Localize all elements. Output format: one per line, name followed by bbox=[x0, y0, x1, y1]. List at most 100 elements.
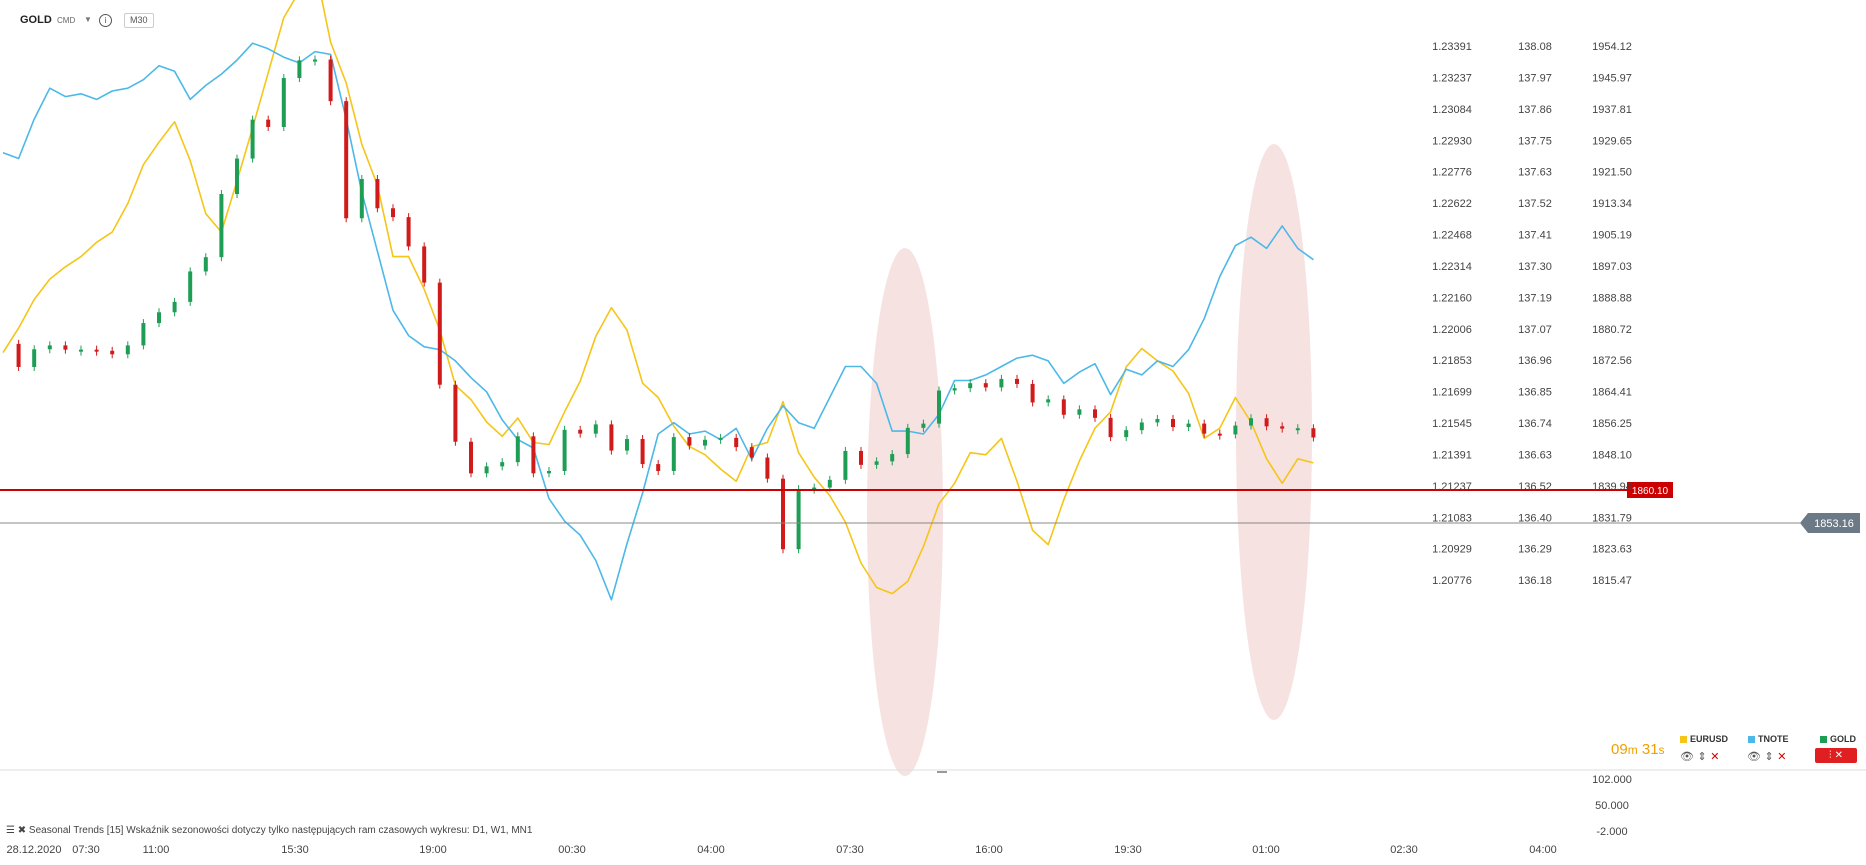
gold-candle bbox=[422, 246, 427, 283]
gold-candle bbox=[547, 471, 551, 474]
y-tick-label: 136.85 bbox=[1518, 387, 1552, 399]
gold-candle bbox=[1030, 383, 1035, 403]
gold-candle bbox=[125, 345, 130, 355]
y-tick-label: 1856.25 bbox=[1592, 418, 1632, 430]
chevron-down-icon[interactable]: ▼ bbox=[84, 15, 92, 24]
gold-candle bbox=[188, 271, 193, 302]
gold-candle bbox=[859, 450, 863, 465]
close-icon[interactable]: ✕ bbox=[1777, 750, 1787, 763]
indicator-tick-label: 102.000 bbox=[1592, 774, 1632, 786]
y-tick-label: 1.21083 bbox=[1432, 512, 1472, 524]
horizontal-level-tag[interactable]: 1860.10 bbox=[1627, 482, 1673, 498]
legend-tnote[interactable]: TNOTE bbox=[1748, 734, 1789, 744]
gold-candle bbox=[1202, 423, 1207, 434]
eurusd-axis: 1.23391 1.23237 1.23084 1.22930 1.22776 1.226… bbox=[1432, 41, 1472, 587]
up-down-icon[interactable]: ⇕ bbox=[1697, 750, 1707, 763]
x-tick-label: 19:30 bbox=[1114, 844, 1142, 856]
x-tick-label: 00:30 bbox=[558, 844, 586, 856]
y-tick-label: 1954.12 bbox=[1592, 41, 1632, 53]
countdown-seconds: 31 bbox=[1641, 741, 1659, 758]
y-tick-label: 1913.34 bbox=[1592, 198, 1632, 210]
countdown-minutes: 09 bbox=[1611, 741, 1628, 758]
gold-candle bbox=[1217, 433, 1222, 436]
x-tick-label: 07:30 bbox=[836, 844, 864, 856]
gold-candle bbox=[1249, 418, 1253, 426]
gold-candle bbox=[359, 178, 364, 219]
gold-candle bbox=[656, 464, 661, 472]
gold-candle bbox=[235, 158, 239, 195]
symbol-name[interactable]: GOLD bbox=[20, 14, 52, 26]
gold-candle bbox=[905, 427, 910, 455]
y-tick-label: 136.29 bbox=[1518, 544, 1552, 556]
eye-icon[interactable]: 👁 bbox=[1680, 750, 1694, 763]
gold-candle bbox=[297, 60, 302, 79]
gold-candle bbox=[1295, 428, 1300, 431]
y-tick-label: 1864.41 bbox=[1592, 387, 1632, 399]
y-tick-label: 1.22776 bbox=[1432, 167, 1472, 179]
close-icon[interactable]: ✕ bbox=[1834, 750, 1844, 761]
y-tick-label: 137.63 bbox=[1518, 167, 1552, 179]
gold-candle bbox=[47, 345, 52, 350]
legend-gold[interactable]: GOLD bbox=[1820, 734, 1856, 744]
y-tick-label: 136.96 bbox=[1518, 355, 1552, 367]
highlight-ellipse-right bbox=[1236, 144, 1312, 720]
eye-icon[interactable]: 👁 bbox=[1747, 750, 1761, 763]
gold-candle bbox=[203, 257, 208, 272]
x-tick-label: 07:30 bbox=[72, 844, 100, 856]
legend-eurusd-label: EURUSD bbox=[1690, 734, 1729, 744]
y-tick-label: 1929.65 bbox=[1592, 135, 1632, 147]
gold-candle bbox=[344, 101, 349, 219]
y-tick-label: 1.22930 bbox=[1432, 135, 1472, 147]
x-tick-label: 02:30 bbox=[1390, 844, 1418, 856]
gold-candle bbox=[63, 345, 68, 350]
candlestick-icon[interactable]: ⫶ bbox=[1828, 750, 1832, 761]
y-tick-label: 1.20776 bbox=[1432, 575, 1472, 587]
y-tick-label: 1.22314 bbox=[1432, 261, 1472, 273]
y-tick-label: 1921.50 bbox=[1592, 167, 1632, 179]
gold-candle bbox=[827, 479, 832, 488]
close-icon[interactable]: ✕ bbox=[1710, 750, 1720, 763]
y-tick-label: 138.08 bbox=[1518, 41, 1552, 53]
x-tick-label: 01:00 bbox=[1252, 844, 1280, 856]
candle-countdown: 09m 31s bbox=[1611, 741, 1665, 758]
gold-candle bbox=[79, 349, 83, 352]
indicator-tick-label: 50.000 bbox=[1595, 800, 1629, 812]
x-tick-label: 19:00 bbox=[419, 844, 447, 856]
gold-candle bbox=[406, 217, 411, 247]
gold-controls[interactable]: ⫶ ✕ bbox=[1815, 748, 1857, 763]
timeframe-selector[interactable]: M30 bbox=[124, 13, 154, 28]
y-tick-label: 136.74 bbox=[1518, 418, 1552, 430]
series-layer bbox=[2, 0, 1316, 601]
x-tick-label: 04:00 bbox=[1529, 844, 1557, 856]
gold-candle bbox=[874, 461, 879, 465]
gold-candle bbox=[157, 312, 161, 324]
legend-gold-label: GOLD bbox=[1830, 734, 1856, 744]
y-tick-label: 1.21237 bbox=[1432, 481, 1472, 493]
highlight-ellipses bbox=[867, 144, 1312, 776]
y-tick-label: 1.22622 bbox=[1432, 198, 1472, 210]
gold-candle bbox=[968, 383, 973, 389]
gold-candle bbox=[749, 447, 754, 458]
y-tick-label: 1872.56 bbox=[1592, 355, 1632, 367]
gold-candle bbox=[718, 437, 723, 440]
gold-candle bbox=[437, 282, 442, 385]
indicator-note: ☰ ✖ Seasonal Trends [15] Wskaźnik sezono… bbox=[6, 825, 532, 836]
legend-eurusd[interactable]: EURUSD bbox=[1680, 734, 1728, 744]
y-tick-label: 137.97 bbox=[1518, 72, 1552, 84]
gold-candle bbox=[640, 439, 645, 465]
y-tick-label: 136.52 bbox=[1518, 481, 1552, 493]
y-tick-label: 137.19 bbox=[1518, 292, 1552, 304]
gold-candle bbox=[734, 437, 739, 448]
info-icon[interactable]: i bbox=[99, 14, 112, 27]
close-icon[interactable]: ✖ bbox=[17, 825, 27, 836]
menu-icon[interactable]: ☰ bbox=[6, 825, 15, 836]
y-tick-label: 1.21391 bbox=[1432, 449, 1472, 461]
gold-candle bbox=[32, 349, 37, 367]
gold-candle bbox=[172, 301, 177, 313]
gold-candle bbox=[110, 350, 115, 355]
up-down-icon[interactable]: ⇕ bbox=[1764, 750, 1774, 763]
tnote-controls: 👁 ⇕ ✕ bbox=[1747, 750, 1786, 763]
gold-candle bbox=[593, 424, 598, 434]
series-gold bbox=[16, 55, 1316, 554]
